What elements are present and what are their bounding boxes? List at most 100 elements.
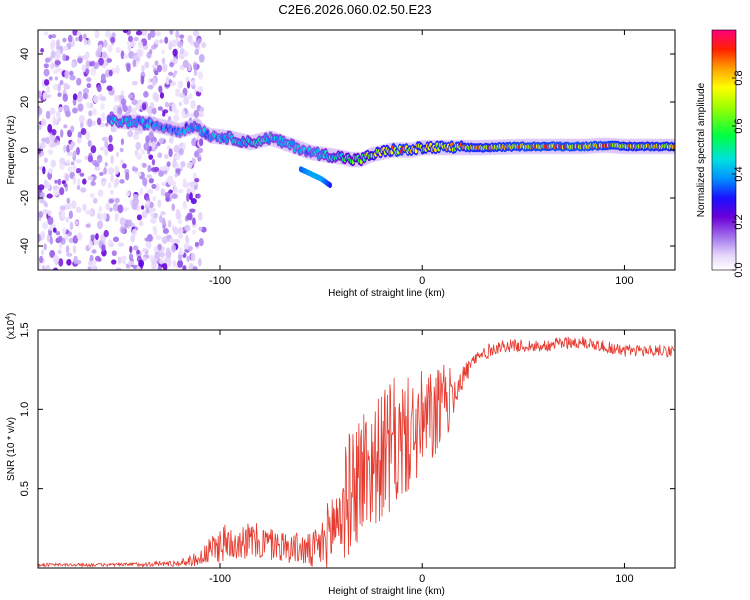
spectrogram-noise-cell [127, 35, 133, 42]
spectrogram-noise-cell [117, 204, 124, 214]
spectrogram-noise-cell [150, 167, 157, 173]
spectrogram-noise-cell [144, 61, 150, 69]
spectrogram-noise-cell [85, 131, 91, 141]
snr-series-line [38, 336, 675, 568]
spectrogram-noise-cell [120, 98, 127, 106]
spectrogram-noise-cell [85, 210, 92, 215]
spectrogram-noise-cell [40, 48, 45, 53]
spectrogram-y-ticks: -40 -20 0 20 40 [19, 48, 675, 254]
spectrogram-noise-cell [80, 187, 87, 193]
spectrogram-noise-cell [165, 250, 172, 258]
spectrogram-noise-cell [68, 202, 73, 210]
spectrogram-noise-cell [138, 259, 145, 268]
spectrogram-noise-cell [179, 48, 185, 55]
spectrogram-noise-cell [162, 228, 170, 235]
spectrogram-noise-cell [135, 30, 143, 36]
spectrogram-noise-cell [148, 177, 155, 184]
spectrogram-noise-cell [92, 175, 97, 181]
spectrogram-noise-cell [121, 163, 127, 169]
spectrogram-noise-cell [43, 157, 48, 164]
spectrogram-noise-cell [103, 229, 109, 238]
spectrogram-noise-cell [137, 40, 143, 49]
spectrogram-noise-cell [53, 267, 58, 270]
spectrogram-noise-cell [91, 60, 95, 66]
spectrogram-noise-cell [158, 170, 164, 177]
spectrogram-noise-cell [72, 164, 77, 173]
spectrogram-noise-cell [160, 211, 166, 216]
snr-x-tick-label: 0 [419, 573, 425, 585]
spectrogram-noise-cell [40, 118, 47, 127]
snr-y-axis-label: SNR (10 * v/v) [6, 417, 17, 481]
spectrogram-x-tick-label: -100 [209, 275, 231, 287]
spectrogram-noise-cell [85, 223, 91, 228]
spectrogram-noise-cell [179, 34, 185, 39]
spectrogram-noise-cell [63, 45, 69, 51]
spectrogram-noise-cell [135, 103, 141, 111]
spectrogram-noise-cell [83, 38, 88, 46]
spectrogram-noise-cell [148, 77, 152, 84]
spectrogram-noise-cell [177, 40, 184, 49]
spectrogram-noise-cell [196, 147, 204, 153]
spectrogram-noise-cell [171, 193, 178, 200]
spectrogram-noise-cell [148, 145, 152, 152]
spectrogram-noise-cell [131, 80, 138, 86]
snr-x-tick-label: -100 [209, 573, 231, 585]
spectrogram-noise-cell [174, 173, 178, 178]
spectrogram-noise-cell [142, 162, 147, 168]
spectrogram-noise-cell [96, 154, 103, 164]
spectrogram-noise-cell [68, 210, 73, 219]
spectrogram-noise-cell [82, 92, 88, 100]
spectrogram-noise-cell [165, 76, 170, 85]
snr-panel: -100 0 100 0.5 1.0 1.5 Height of straight li… [5, 313, 676, 597]
spectrogram-noise-cell [147, 84, 154, 90]
spectrogram-noise-cell [151, 107, 157, 115]
spectrogram-noise-cell [49, 107, 56, 116]
spectrogram-noise-cell [63, 124, 68, 129]
spectrogram-noise-cell [177, 218, 183, 225]
spectrogram-noise-cell [136, 50, 142, 58]
spectrogram-noise-cell [186, 161, 193, 169]
spectrogram-noise-cell [43, 31, 49, 36]
spectrogram-noise-cell [186, 188, 191, 195]
spectrogram-noise-cell [139, 187, 144, 196]
snr-y-tick-label: 0.5 [19, 481, 31, 496]
spectrogram-noise-cell [182, 142, 186, 151]
spectrogram-noise-cell [198, 226, 203, 231]
spectrogram-noise-cell [172, 260, 177, 268]
spectrogram-noise-cell [75, 147, 81, 156]
spectrogram-noise-cell [41, 266, 47, 270]
spectrogram-noise-cell [148, 131, 155, 141]
spectrogram-noise-cell [141, 247, 148, 253]
spectrogram-noise-cell [196, 38, 202, 43]
spectrogram-noise-cell [168, 79, 172, 84]
spectrogram-noise-cell [193, 62, 198, 71]
spectrogram-noise-cell [158, 214, 163, 223]
spectrogram-noise-cell [98, 57, 104, 66]
spectrogram-y-tick-label: 20 [19, 96, 31, 108]
spectrogram-noise-cell [114, 165, 120, 175]
spectrogram-noise-cell [47, 216, 54, 226]
spectrogram-noise-cell [148, 201, 154, 209]
spectrogram-noise-cell [87, 140, 92, 147]
spectrogram-noise-cell [45, 110, 51, 120]
spectrogram-noise-cell [157, 199, 162, 208]
spectrogram-noise-cell [179, 93, 186, 99]
spectrogram-noise-cell [102, 212, 107, 221]
spectrogram-noise-cell [95, 49, 102, 58]
spectrogram-noise-cell [177, 188, 184, 194]
spectrogram-noise-cell [127, 105, 132, 114]
spectrogram-noise-cell [101, 51, 108, 59]
spectrogram-noise-cell [38, 184, 45, 191]
colorbar-tick-label: 0.2 [733, 214, 745, 229]
spectrogram-noise-cell [132, 134, 140, 140]
spectrogram-noise-cell [75, 159, 82, 164]
spectrogram-noise-cell [89, 208, 96, 217]
spectrogram-noise-cell [101, 136, 108, 142]
colorbar-tick-label: 0.6 [733, 118, 745, 133]
snr-x-axis-label: Height of straight line (km) [328, 586, 445, 597]
spectrogram-noise-cell [174, 238, 181, 244]
spectrogram-noise-cell [193, 150, 199, 158]
spectrogram-noise-cell [192, 172, 197, 180]
spectrogram-noise-cell [87, 118, 93, 128]
colorbar: 0.0 0.2 0.4 0.6 0.8 Normalized spectral ampl… [696, 29, 745, 278]
